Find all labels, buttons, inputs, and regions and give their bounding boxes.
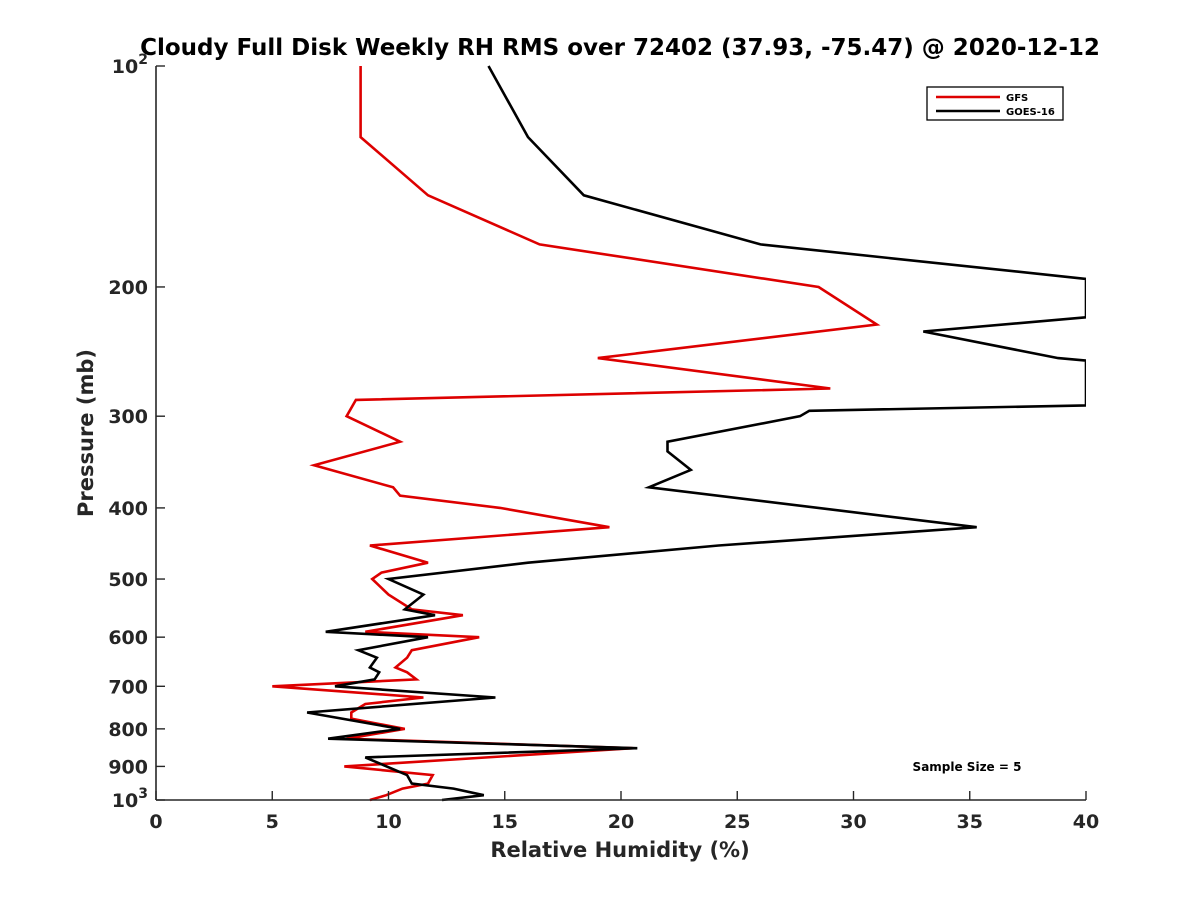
legend-goes16-label: GOES-16 bbox=[1006, 107, 1055, 118]
y-tick-label: 500 bbox=[108, 569, 148, 591]
y-tick-label: 400 bbox=[108, 498, 148, 520]
x-tick-label: 0 bbox=[149, 811, 162, 833]
legend-box bbox=[926, 86, 1064, 121]
y-tick-label: 103 bbox=[112, 786, 148, 812]
x-tick-label: 30 bbox=[840, 811, 866, 833]
chart-title: Cloudy Full Disk Weekly RH RMS over 7240… bbox=[140, 35, 1100, 61]
x-tick-label: 25 bbox=[724, 811, 750, 833]
y-tick-label: 300 bbox=[108, 406, 148, 428]
x-axis-title: Relative Humidity (%) bbox=[490, 838, 749, 862]
legend: GFS GOES-16 bbox=[926, 86, 1064, 121]
y-tick-label: 600 bbox=[108, 627, 148, 649]
y-tick-label: 800 bbox=[108, 719, 148, 741]
x-tick-label: 35 bbox=[957, 811, 983, 833]
ticks-layer: 0 5 10 15 20 25 30 35 40 102 200 300 400 500 600 700 800… bbox=[108, 52, 1099, 833]
x-tick-label: 10 bbox=[375, 811, 401, 833]
legend-gfs-label: GFS bbox=[1006, 93, 1028, 104]
x-tick-label: 40 bbox=[1073, 811, 1099, 833]
y-tick-label: 102 bbox=[112, 52, 148, 78]
series-layer bbox=[272, 65, 1086, 802]
x-tick-label: 20 bbox=[608, 811, 634, 833]
y-tick-label: 900 bbox=[108, 756, 148, 778]
series-line-gfs bbox=[272, 66, 881, 802]
series-line-goes16 bbox=[306, 65, 1086, 802]
x-tick-label: 5 bbox=[266, 811, 279, 833]
y-tick-label: 700 bbox=[108, 676, 148, 698]
y-axis-title: Pressure (mb) bbox=[74, 349, 98, 517]
x-tick-label: 15 bbox=[492, 811, 518, 833]
y-tick-label: 200 bbox=[108, 277, 148, 299]
sample-size-annotation: Sample Size = 5 bbox=[913, 760, 1022, 774]
